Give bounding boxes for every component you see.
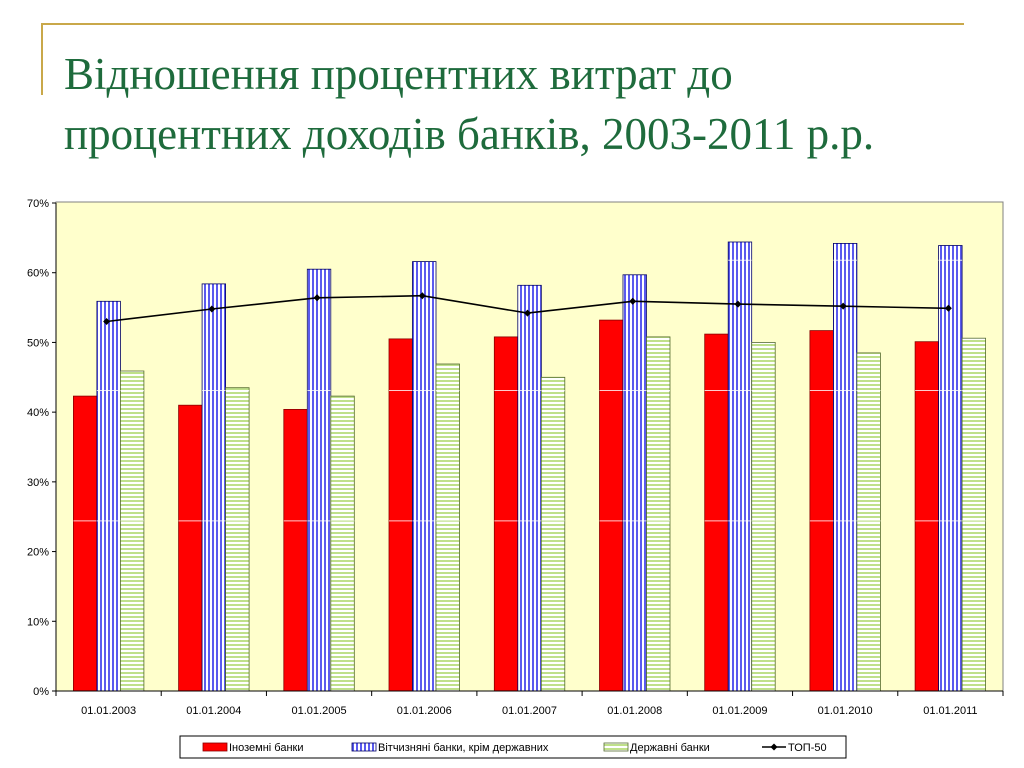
bar-foreign-7	[809, 330, 834, 692]
slide-title: Відношення процентних витрат до процентн…	[64, 44, 1004, 164]
x-tick-label-4: 01.01.2007	[502, 705, 557, 717]
x-tick-label-6: 01.01.2009	[712, 705, 767, 717]
x-tick-label-0: 01.01.2003	[81, 705, 136, 717]
bar-foreign-1	[178, 404, 203, 692]
x-tick-label-8: 01.01.2011	[923, 705, 977, 717]
bar-domestic-6	[727, 241, 753, 692]
legend-box	[179, 735, 847, 759]
y-tick-label-4: 40%	[27, 407, 49, 419]
bar-state-6	[751, 341, 776, 692]
bar-domestic-7	[833, 242, 858, 692]
y-tick-label-1: 10%	[27, 616, 49, 628]
legend-swatch-foreign	[202, 742, 228, 752]
y-tick-label-7: 70%	[27, 198, 49, 210]
bar-state-1	[225, 387, 250, 692]
legend-swatch-domestic	[351, 742, 377, 752]
slide-title-line1: Відношення процентних витрат до	[64, 49, 733, 99]
bar-state-3	[435, 363, 460, 692]
y-tick-label-2: 20%	[27, 547, 49, 559]
bar-state-4	[540, 376, 566, 692]
title-frame-top	[41, 23, 964, 25]
slide-title-line2: процентних доходів банків, 2003-2011 р.р…	[64, 109, 875, 159]
legend-marker-top50	[770, 743, 778, 751]
point-top50-8	[944, 304, 952, 312]
bar-foreign-2	[283, 408, 308, 692]
x-tick-label-5: 01.01.2008	[607, 705, 662, 717]
bar-domestic-1	[201, 283, 227, 692]
bar-foreign-6	[704, 333, 729, 692]
legend-swatch-state	[603, 742, 629, 752]
y-tick-label-3: 30%	[27, 477, 49, 489]
bar-domestic-3	[412, 261, 437, 692]
y-tick-label-0: 0%	[33, 686, 49, 698]
point-top50-4	[524, 309, 531, 317]
x-tick-label-7: 01.01.2010	[818, 705, 873, 717]
bar-domestic-5	[622, 274, 647, 692]
bar-foreign-8	[914, 341, 939, 692]
x-tick-label-3: 01.01.2006	[397, 705, 452, 717]
bar-domestic-8	[938, 245, 963, 692]
bar-domestic-0	[96, 300, 121, 692]
legend-label-domestic: Вітчизняні банки, крім державних	[378, 742, 549, 754]
bar-state-0	[120, 370, 145, 692]
bar-foreign-5	[599, 319, 624, 692]
bar-state-7	[856, 352, 881, 692]
bar-state-8	[961, 337, 986, 692]
legend-label-foreign: Іноземні банки	[229, 742, 304, 754]
bar-domestic-4	[517, 284, 542, 692]
bar-domestic-2	[306, 268, 332, 692]
x-tick-label-1: 01.01.2004	[186, 705, 241, 717]
point-top50-2	[313, 294, 321, 302]
legend-label-state: Державні банки	[630, 742, 710, 754]
x-tick-label-2: 01.01.2005	[292, 705, 347, 717]
bar-state-2	[330, 395, 355, 692]
bar-foreign-0	[73, 395, 98, 692]
legend-label-top50: ТОП-50	[788, 742, 827, 754]
y-tick-label-6: 60%	[27, 268, 49, 280]
point-top50-3	[418, 292, 426, 300]
point-top50-0	[103, 318, 111, 326]
bar-foreign-3	[388, 338, 413, 692]
point-top50-7	[839, 302, 847, 310]
point-top50-5	[629, 297, 637, 305]
title-frame-left	[41, 23, 43, 95]
point-top50-6	[734, 300, 742, 308]
point-top50-1	[208, 305, 216, 313]
y-tick-label-5: 50%	[27, 337, 49, 349]
